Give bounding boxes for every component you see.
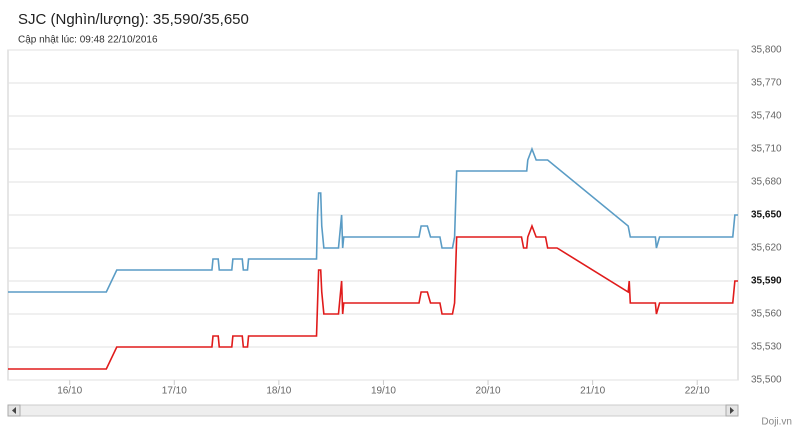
x-tick-label: 22/10 (685, 386, 710, 397)
chart-subtitle: Cập nhật lúc: 09:48 22/10/2016 (18, 35, 158, 46)
x-tick-label: 21/10 (580, 386, 605, 397)
y-tick-label: 35,740 (751, 111, 782, 122)
scrollbar[interactable] (7, 404, 739, 417)
x-tick-label: 19/10 (371, 386, 396, 397)
end-label: 35,590 (751, 276, 782, 287)
y-tick-label: 35,680 (751, 177, 782, 188)
series-line (8, 223, 738, 370)
y-tick-label: 35,800 (751, 45, 782, 56)
end-label-bg (748, 274, 788, 288)
y-tick-label: 35,620 (751, 243, 782, 254)
end-label: 35,650 (751, 210, 782, 221)
x-tick-label: 20/10 (476, 386, 501, 397)
y-tick-label: 35,710 (751, 144, 782, 155)
end-label-bg (748, 208, 788, 222)
chart-title: SJC (Nghìn/lượng): 35,590/35,650 (18, 11, 249, 28)
arrow-right (730, 407, 734, 414)
arrow-left (12, 407, 16, 414)
y-tick-label: 35,560 (751, 309, 782, 320)
y-tick-label: 35,500 (751, 375, 782, 386)
scroll-track[interactable] (7, 404, 739, 417)
y-tick-label: 35,770 (751, 78, 782, 89)
credit: Doji.vn (761, 417, 792, 428)
y-tick-label: 35,530 (751, 342, 782, 353)
series-line (8, 146, 738, 293)
x-tick-label: 18/10 (266, 386, 291, 397)
x-tick-label: 16/10 (57, 386, 82, 397)
x-tick-label: 17/10 (162, 386, 187, 397)
